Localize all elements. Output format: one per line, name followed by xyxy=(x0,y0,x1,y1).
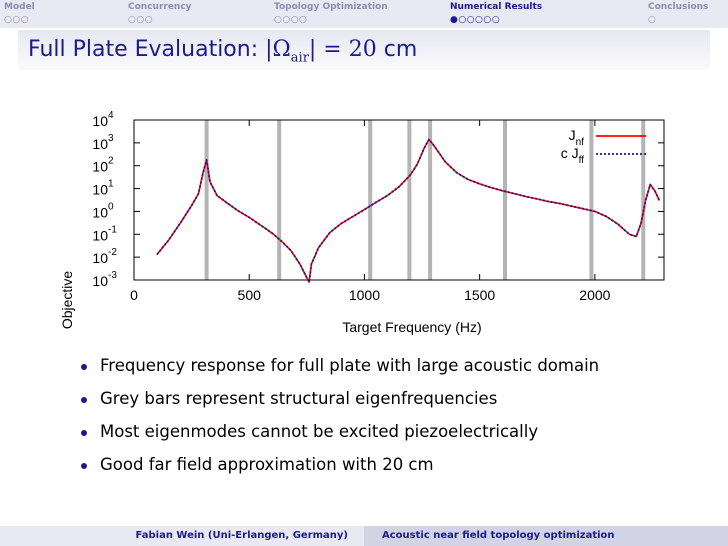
nav-section-label: Numerical Results xyxy=(450,2,543,12)
x-tick-label: 2000 xyxy=(579,287,610,303)
y-tick-label-exponent: 1 xyxy=(108,179,114,190)
y-tick-label: 10 xyxy=(92,159,108,175)
eigenfrequency-bar xyxy=(503,120,507,280)
footer-bar: Fabian Wein (Uni-Erlangen, Germany) Acou… xyxy=(0,526,728,546)
bullet-text: Frequency response for full plate with l… xyxy=(100,356,600,375)
title-text: Full Plate Evaluation: xyxy=(28,37,266,62)
y-tick-label-exponent: -3 xyxy=(108,270,117,281)
eigenfrequency-bar xyxy=(641,120,646,280)
title-unit: cm xyxy=(376,37,418,62)
legend-label: c Jff xyxy=(561,145,584,166)
y-tick-label-exponent: -2 xyxy=(108,247,117,258)
y-tick-label-exponent: 2 xyxy=(108,156,114,167)
eigenfrequency-bar xyxy=(368,120,373,280)
nav-section-label: Model xyxy=(4,2,35,12)
nav-section-conclusions[interactable]: Conclusions ○ xyxy=(648,2,708,25)
y-tick-label: 10 xyxy=(92,204,108,220)
bullet-text: Grey bars represent structural eigenfreq… xyxy=(100,389,498,408)
y-tick-label: 10 xyxy=(92,250,108,266)
nav-progress-dots: ○○○ xyxy=(4,15,30,25)
nav-progress-dots: ●○○○○○ xyxy=(450,15,501,25)
list-item: Frequency response for full plate with l… xyxy=(70,356,599,389)
y-tick-label-exponent: 0 xyxy=(108,201,114,212)
title-math-close: | = 20 xyxy=(308,37,377,62)
footer-talk-title: Acoustic near field topology optimizatio… xyxy=(364,526,728,546)
legend-label: Jnf xyxy=(569,127,585,148)
footer-author: Fabian Wein (Uni-Erlangen, Germany) xyxy=(0,526,364,546)
nav-section-topology-optimization[interactable]: Topology Optimization ○○○○ xyxy=(274,2,388,25)
eigenfrequency-bar xyxy=(277,120,282,280)
title-math-open: |Ω xyxy=(265,37,291,62)
plot-frame xyxy=(133,119,665,281)
eigenfrequency-bar xyxy=(428,120,433,280)
y-tick-label: 10 xyxy=(92,227,108,243)
nav-section-concurrency[interactable]: Concurrency ○○○ xyxy=(128,2,192,25)
series-line xyxy=(156,138,661,284)
x-axis-label: Target Frequency (Hz) xyxy=(342,319,481,335)
y-tick-label-exponent: 4 xyxy=(108,110,114,121)
nav-section-label: Conclusions xyxy=(648,2,709,12)
nav-section-label: Topology Optimization xyxy=(274,2,388,12)
title-math-subscript: air xyxy=(290,50,309,66)
y-axis-label: Objective xyxy=(59,271,75,330)
list-item: Most eigenmodes cannot be excited piezoe… xyxy=(70,422,599,455)
nav-section-model[interactable]: Model ○○○ xyxy=(4,2,35,25)
x-tick-label: 0 xyxy=(130,287,138,303)
bullet-list: Frequency response for full plate with l… xyxy=(70,356,599,488)
x-tick-label: 1000 xyxy=(349,287,380,303)
bullet-dot-icon xyxy=(81,397,87,403)
nav-section-label: Concurrency xyxy=(128,2,192,12)
nav-progress-dots: ○ xyxy=(648,15,657,25)
y-tick-label: 10 xyxy=(92,182,108,198)
y-tick-label: 10 xyxy=(92,113,108,129)
nav-progress-dots: ○○○ xyxy=(128,15,154,25)
y-tick-label: 10 xyxy=(92,136,108,152)
frame-title-bar: Full Plate Evaluation: |Ωair| = 20 cm xyxy=(18,30,710,70)
bullet-dot-icon xyxy=(81,463,87,469)
x-tick-label: 500 xyxy=(238,287,262,303)
bullet-text: Good far field approximation with 20 cm xyxy=(100,455,434,474)
frame-title: Full Plate Evaluation: |Ωair| = 20 cm xyxy=(28,37,417,65)
y-tick-label-exponent: -1 xyxy=(108,224,117,235)
x-tick-label: 1500 xyxy=(464,287,495,303)
eigenfrequency-bar xyxy=(204,120,209,280)
bullet-dot-icon xyxy=(81,364,87,370)
bullet-text: Most eigenmodes cannot be excited piezoe… xyxy=(100,422,539,441)
y-tick-label: 10 xyxy=(92,273,108,289)
eigenfrequency-bar xyxy=(589,120,594,280)
bullet-dot-icon xyxy=(81,430,87,436)
nav-progress-dots: ○○○○ xyxy=(274,15,308,25)
section-navigation: Model ○○○ Concurrency ○○○ Topology Optim… xyxy=(0,0,728,28)
nav-section-numerical-results[interactable]: Numerical Results ●○○○○○ xyxy=(450,2,542,25)
y-tick-label-exponent: 3 xyxy=(108,133,114,144)
eigenfrequency-bar xyxy=(407,120,412,280)
list-item: Good far field approximation with 20 cm xyxy=(70,455,599,488)
list-item: Grey bars represent structural eigenfreq… xyxy=(70,389,599,422)
